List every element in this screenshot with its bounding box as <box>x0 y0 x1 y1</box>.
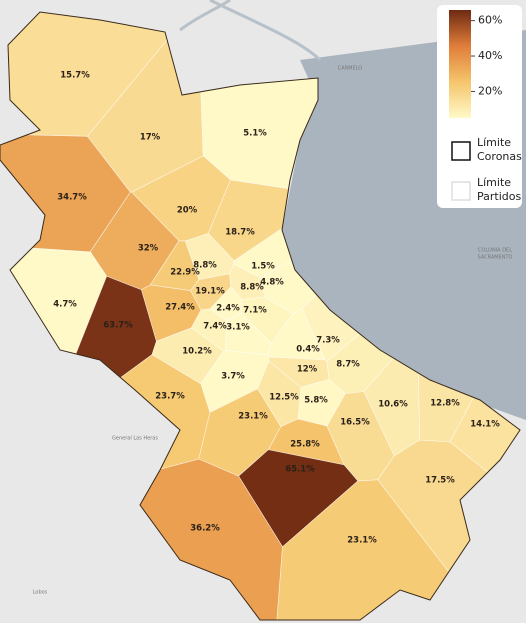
colorbar-label: 60% <box>478 14 502 27</box>
place-name: Lobos <box>33 590 48 596</box>
district-label: 34.7% <box>57 193 87 203</box>
district-label: 23.1% <box>238 412 268 422</box>
place-name: General Las Heras <box>112 436 158 442</box>
metro-outline <box>0 11 521 621</box>
colorbar-label: 40% <box>478 49 502 62</box>
district-label: 22.9% <box>170 268 200 278</box>
legend-label: Partidos <box>477 190 521 203</box>
legend-label: Límite <box>477 136 511 149</box>
district-label: 20% <box>177 206 198 216</box>
colorbar <box>449 10 471 118</box>
district-label: 65.1% <box>285 465 315 475</box>
district-label: 17% <box>140 133 161 143</box>
legend-swatch <box>451 181 471 201</box>
district-label: 8.8% <box>240 283 264 293</box>
district-label: 25.8% <box>290 440 320 450</box>
district-label: 7.4% <box>203 322 227 332</box>
district-label: 27.4% <box>165 303 195 313</box>
district-label: 4.8% <box>260 278 284 288</box>
district-label: 63.7% <box>103 321 133 331</box>
district-label: 7.3% <box>316 336 340 346</box>
place-name: CARMELO <box>338 66 362 72</box>
place-name: SACRAMENTO <box>478 255 513 261</box>
district-label: 10.6% <box>378 400 408 410</box>
district-label: 23.7% <box>155 392 185 402</box>
district-label: 18.7% <box>225 228 255 238</box>
legend-label: Límite <box>477 176 511 189</box>
district-label: 1.5% <box>251 262 275 272</box>
place-name: COLONIA DEL <box>478 248 512 254</box>
district-label: 4.7% <box>53 300 77 310</box>
district-label: 23.1% <box>347 536 377 546</box>
district-label: 5.8% <box>304 396 328 406</box>
legend-swatch <box>451 141 471 161</box>
district-label: 10.2% <box>182 347 212 357</box>
colorbar-label: 20% <box>478 84 502 97</box>
river <box>179 0 322 62</box>
district-label: 0.4% <box>296 345 320 355</box>
district-label: 8.8% <box>193 261 217 271</box>
labels: 15.7%17% 5.1%34.7%20%18.7%32%22.9%8.8% 1.5… <box>33 66 513 596</box>
legend-label: Coronas <box>477 150 522 163</box>
district-label: 36.2% <box>190 524 220 534</box>
district <box>276 479 489 620</box>
district-label: 15.7% <box>60 71 90 81</box>
district-label: 17.5% <box>425 476 455 486</box>
district-label: 8.7% <box>336 360 360 370</box>
district-label: 12.8% <box>430 399 460 409</box>
district-label: 12% <box>297 365 318 375</box>
district-label: 12.5% <box>269 393 299 403</box>
district-label: 2.4% <box>216 304 240 314</box>
district-label: 3.7% <box>221 372 245 382</box>
district-label: 32% <box>138 244 159 254</box>
district-label: 19.1% <box>195 287 225 297</box>
district-label: 5.1% <box>243 129 267 139</box>
district-label: 14.1% <box>470 420 500 430</box>
district-label: 7.1% <box>243 306 267 316</box>
district-label: 3.1% <box>226 323 250 333</box>
district-label: 16.5% <box>340 418 370 428</box>
